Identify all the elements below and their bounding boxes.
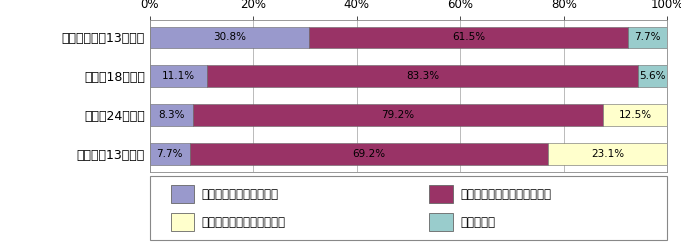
Bar bbox=[150, 143, 190, 165]
Text: ある程度はうまくいっている: ある程度はうまくいっている bbox=[460, 188, 552, 201]
Text: 12.5%: 12.5% bbox=[618, 110, 652, 120]
Text: 8.3%: 8.3% bbox=[158, 110, 185, 120]
Bar bbox=[627, 26, 667, 48]
Bar bbox=[193, 104, 603, 126]
Bar bbox=[429, 213, 453, 231]
Bar bbox=[207, 65, 638, 87]
Bar bbox=[429, 185, 453, 203]
Text: わからない: わからない bbox=[460, 216, 495, 229]
Bar bbox=[638, 65, 667, 87]
Text: 30.8%: 30.8% bbox=[213, 32, 246, 42]
Text: 5.6%: 5.6% bbox=[639, 71, 666, 81]
Text: 7.7%: 7.7% bbox=[634, 32, 661, 42]
Bar bbox=[190, 143, 548, 165]
Text: 61.5%: 61.5% bbox=[452, 32, 485, 42]
Bar bbox=[309, 26, 627, 48]
Text: 79.2%: 79.2% bbox=[381, 110, 414, 120]
Text: あまりうまくいっていない: あまりうまくいっていない bbox=[202, 216, 285, 229]
Bar bbox=[548, 143, 667, 165]
Text: 11.1%: 11.1% bbox=[162, 71, 195, 81]
FancyBboxPatch shape bbox=[150, 176, 667, 240]
Bar bbox=[150, 26, 309, 48]
Text: 83.3%: 83.3% bbox=[407, 71, 439, 81]
Text: 7.7%: 7.7% bbox=[157, 149, 183, 159]
Bar bbox=[150, 104, 193, 126]
Bar bbox=[150, 65, 207, 87]
Bar bbox=[603, 104, 667, 126]
Text: 69.2%: 69.2% bbox=[352, 149, 385, 159]
Text: 23.1%: 23.1% bbox=[591, 149, 624, 159]
Bar bbox=[170, 185, 194, 203]
Bar bbox=[170, 213, 194, 231]
Text: 非常にうまくいっている: 非常にうまくいっている bbox=[202, 188, 279, 201]
